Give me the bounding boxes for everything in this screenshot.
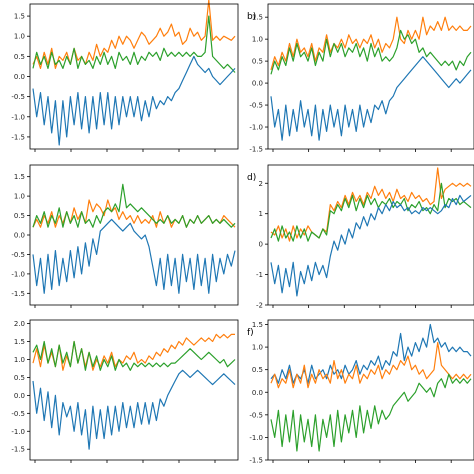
y-tick-label: -0.5 (11, 93, 25, 101)
y-tick-label: 1.0 (252, 36, 263, 44)
y-tick-label: -0.5 (11, 251, 25, 259)
axes-frame (29, 319, 239, 461)
chart-panel-5: 1.5 1.0 0.5 0.0 -0.5 -1.0 -1.5 f) (247, 319, 474, 465)
y-tick-label: -0.5 (249, 411, 263, 419)
panel-label: b) (247, 12, 256, 22)
y-tick-label: -2 (256, 302, 263, 310)
chart-panel-3: 2 1 0 -1 -2 d) (247, 164, 474, 310)
y-tick-label: -1.0 (11, 270, 25, 278)
y-tick-label: -1.5 (249, 457, 263, 465)
series-line-2 (32, 218, 236, 294)
y-tick-label: 0.5 (14, 374, 25, 382)
series-line-1 (270, 29, 472, 75)
y-tick-label: 1.5 (14, 13, 25, 21)
series-line-0 (32, 0, 236, 70)
series-line-2 (32, 369, 236, 450)
y-tick-label: -0.5 (11, 410, 25, 418)
series-line-2 (270, 373, 472, 452)
y-tick-label: 1.5 (252, 321, 263, 329)
series-line-1 (32, 183, 236, 228)
panel-label: f) (247, 328, 254, 338)
y-tick-label: 0.0 (14, 232, 25, 240)
series-line-0 (32, 333, 235, 371)
y-tick-label: 1.5 (14, 173, 25, 181)
y-tick-label: 1.0 (14, 356, 25, 364)
series-line-1 (32, 15, 236, 73)
y-tick-label: 0 (259, 241, 263, 249)
y-tick-label: -1 (256, 271, 263, 279)
series-line-0 (270, 167, 472, 242)
y-tick-label: 0.0 (252, 80, 263, 88)
y-tick-label: 0.0 (14, 73, 25, 81)
y-tick-label: 1.0 (14, 193, 25, 201)
y-tick-label: -1.5 (11, 133, 25, 141)
axes-frame (29, 164, 239, 306)
series-line-0 (270, 16, 472, 71)
series-line-1 (270, 182, 472, 242)
y-tick-label: 1.0 (252, 344, 263, 352)
y-tick-label: -1.0 (249, 434, 263, 442)
y-tick-label: 0.5 (14, 53, 25, 61)
y-tick-label: 2 (259, 180, 263, 188)
chart-panel-1: 1.5 1.0 0.5 0.0 -0.5 -1.0 -1.5 b) (247, 3, 474, 154)
y-tick-label: -0.5 (249, 102, 263, 110)
y-tick-label: 0.5 (14, 212, 25, 220)
panel-label: d) (247, 173, 256, 183)
y-tick-label: -1.5 (249, 146, 263, 154)
y-tick-label: 0.5 (252, 366, 263, 374)
y-tick-label: 1 (259, 210, 263, 218)
y-tick-label: 2.0 (14, 320, 25, 328)
y-tick-label: 1.0 (14, 33, 25, 41)
series-line-1 (270, 342, 472, 389)
y-tick-label: 0.0 (252, 389, 263, 397)
y-tick-label: 0.5 (252, 58, 263, 66)
series-line-1 (32, 340, 236, 371)
axes-frame (267, 3, 474, 150)
y-tick-label: 0.0 (14, 392, 25, 400)
series-line-2 (32, 55, 236, 146)
y-tick-label: -1.0 (249, 124, 263, 132)
series-line-0 (270, 323, 472, 384)
y-tick-label: 1.5 (14, 338, 25, 346)
y-tick-label: -1.5 (11, 290, 25, 298)
series-line-2 (270, 194, 472, 297)
axes-frame (267, 319, 474, 461)
y-tick-label: -1.0 (11, 428, 25, 436)
series-line-2 (270, 56, 472, 141)
y-tick-label: -1.5 (11, 446, 25, 454)
chart-panel-0: 1.5 1.0 0.5 0.0 -0.5 -1.0 -1.5 (11, 0, 239, 152)
chart-panel-4: 2.0 1.5 1.0 0.5 0.0 -0.5 -1.0 -1.5 (11, 319, 239, 463)
y-tick-label: -1.0 (11, 113, 25, 121)
axes-frame (267, 164, 474, 306)
y-tick-label: 1.5 (252, 14, 263, 22)
chart-panel-2: 1.5 1.0 0.5 0.0 -0.5 -1.0 -1.5 (11, 164, 239, 308)
